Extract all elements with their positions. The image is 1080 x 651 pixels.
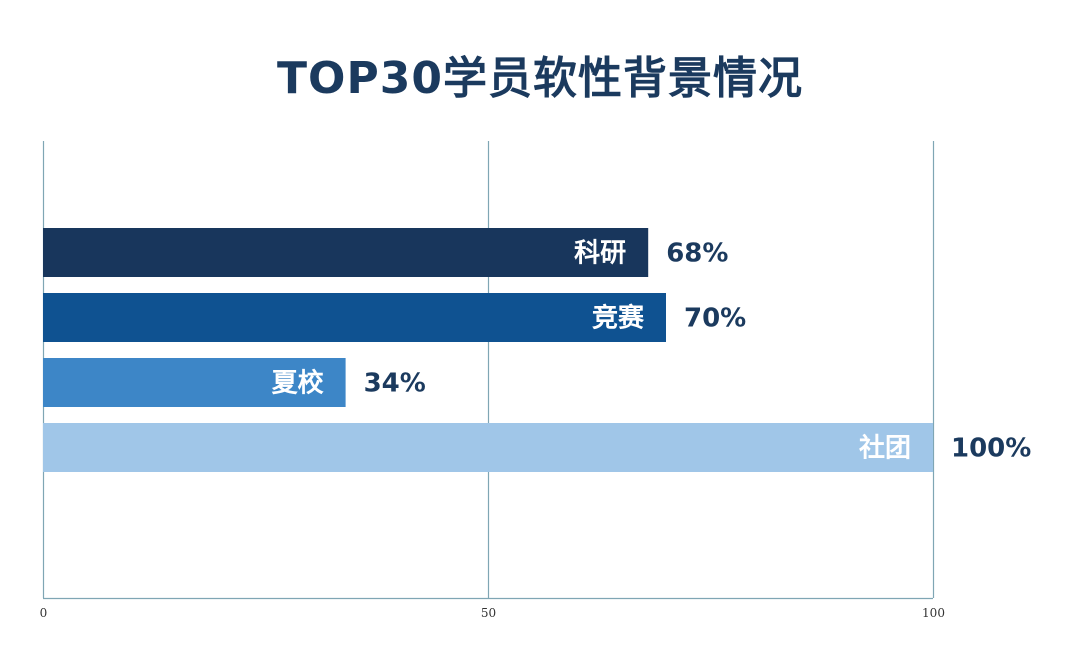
bar-category-label-4: 社团 [859,433,911,464]
bar-3 [43,358,346,407]
bar-2 [43,293,666,342]
bar-value-label-1: 68% [666,239,728,269]
bar-4 [43,423,933,472]
bar-category-label-1: 科研 [574,239,626,269]
x-axis-ticks: 0 50 100 [40,606,945,620]
bar-value-label-2: 70% [684,304,746,334]
bar-labels: 科研 68% 竞赛 70% 夏校 34% 社团 100% [272,239,1032,464]
bar-category-label-3: 夏校 [272,368,325,399]
bar-value-label-3: 34% [364,369,426,399]
bar-1 [43,228,649,277]
chart-title: TOP30学员软性背景情况 [277,53,803,104]
x-tick-label-100: 100 [922,606,945,620]
gridlines [42,141,935,600]
x-tick-label-50: 50 [481,606,496,620]
bar-category-label-2: 竞赛 [592,303,645,334]
bar-value-label-4: 100% [951,434,1031,464]
x-tick-label-0: 0 [40,606,48,620]
bars [43,228,933,472]
